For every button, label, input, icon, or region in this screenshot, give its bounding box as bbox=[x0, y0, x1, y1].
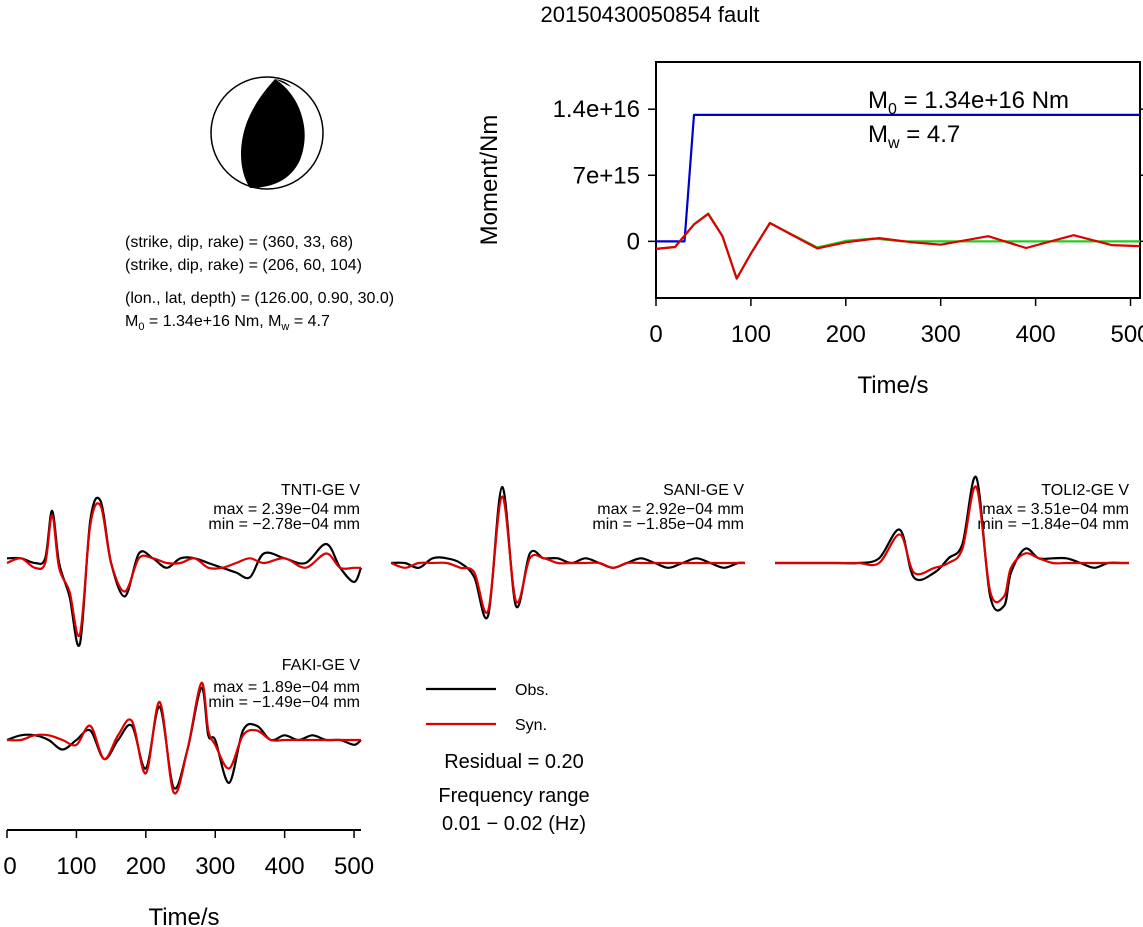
moment-x-tick-label: 100 bbox=[731, 321, 771, 348]
moment-stf-line bbox=[655, 212, 1140, 280]
moment-mw-sub: w bbox=[887, 135, 900, 152]
moment-mw-annotation: Mw = 4.7 bbox=[868, 121, 960, 152]
moment-x-tick-label: 400 bbox=[1016, 321, 1056, 348]
waveform-x-tick-label: 0 bbox=[3, 853, 16, 880]
mechanism-m0-sub: 0 bbox=[138, 321, 144, 333]
waveform-x-tick-label: 200 bbox=[126, 853, 166, 880]
waveform-syn-tnti bbox=[6, 502, 361, 638]
waveform-syn-sani bbox=[390, 495, 745, 614]
moment-mw-prefix: M bbox=[868, 121, 888, 148]
waveform-syn-toli2 bbox=[774, 485, 1129, 604]
waveform-ticks: 0 100 200 300 400 500 bbox=[3, 830, 374, 880]
moment-m0-prefix: M bbox=[868, 87, 888, 114]
station-name-faki: FAKI-GE V bbox=[282, 657, 361, 674]
mechanism-m0-prefix: M bbox=[125, 313, 138, 330]
moment-y-tick-label: 1.4e+16 bbox=[553, 96, 640, 123]
waveform-x-tick-label: 400 bbox=[265, 853, 305, 880]
waveform-x-tick-label: 500 bbox=[334, 853, 374, 880]
station-min-tnti: min = −2.78e−04 mm bbox=[208, 516, 360, 533]
figure-title: 20150430050854 fault bbox=[541, 2, 760, 27]
mechanism-line-2: (strike, dip, rake) = (206, 60, 104) bbox=[125, 257, 362, 274]
station-min-toli2: min = −1.84e−04 mm bbox=[977, 516, 1129, 533]
legend: Obs. Syn. Residual = 0.20 Frequency rang… bbox=[426, 682, 590, 835]
moment-series bbox=[655, 113, 1141, 280]
station-max-sani: max = 2.92e−04 mm bbox=[597, 501, 744, 518]
station-name-sani: SANI-GE V bbox=[663, 482, 744, 499]
legend-obs-label: Obs. bbox=[515, 682, 549, 699]
station-name-tnti: TNTI-GE V bbox=[281, 482, 360, 499]
mechanism-m0-value: = 1.34e+16 Nm, M bbox=[144, 313, 281, 330]
legend-syn-label: Syn. bbox=[515, 717, 547, 734]
station-max-tnti: max = 2.39e−04 mm bbox=[213, 501, 360, 518]
beachball bbox=[210, 76, 324, 190]
waveform-x-tick-label: 300 bbox=[195, 853, 235, 880]
moment-y-tick-label: 7e+15 bbox=[573, 162, 640, 189]
station-min-sani: min = −1.85e−04 mm bbox=[592, 516, 744, 533]
legend-residual: Residual = 0.20 bbox=[444, 751, 584, 773]
waveform-x-label: Time/s bbox=[148, 904, 219, 927]
beachball-compressional-sliver bbox=[275, 79, 291, 87]
moment-panel: 010020030040050007e+151.4e+16 Moment/Nm … bbox=[476, 61, 1143, 399]
moment-panel-frame bbox=[655, 61, 1141, 299]
moment-rate-line bbox=[655, 212, 1141, 280]
legend-frequency-label: Frequency range bbox=[438, 785, 589, 807]
waveform-axis: 0 100 200 300 400 500 Time/s bbox=[3, 829, 374, 927]
moment-ticks: 0 100 200 300 400 500 0 7e+15 1.4e+16 bbox=[553, 96, 1143, 348]
mechanism-info: (strike, dip, rake) = (360, 33, 68) (str… bbox=[125, 234, 394, 333]
station-max-toli2: max = 3.51e−04 mm bbox=[982, 501, 1129, 518]
moment-m0-value: = 1.34e+16 Nm bbox=[897, 87, 1069, 114]
moment-x-tick-label: 0 bbox=[649, 321, 662, 348]
station-min-faki: min = −1.49e−04 mm bbox=[208, 694, 360, 711]
moment-x-tick-label: 500 bbox=[1110, 321, 1143, 348]
mechanism-location: (lon., lat, depth) = (126.00, 0.90, 30.0… bbox=[125, 290, 394, 307]
moment-y-label: Moment/Nm bbox=[476, 115, 503, 246]
beachball-compressional-quadrant bbox=[241, 79, 305, 188]
station-max-faki: max = 1.89e−04 mm bbox=[213, 679, 360, 696]
moment-cumulative-line bbox=[656, 113, 1140, 243]
moment-m0-annotation: M0 = 1.34e+16 Nm bbox=[868, 87, 1069, 118]
waveform-syn-faki bbox=[6, 681, 361, 795]
waveforms bbox=[6, 475, 1129, 795]
waveform-obs-sani bbox=[390, 485, 746, 620]
mechanism-mw-sub: w bbox=[280, 321, 289, 333]
moment-y-tick-label: 0 bbox=[627, 228, 640, 255]
moment-mw-value: = 4.7 bbox=[900, 121, 961, 148]
station-labels: TNTI-GE V max = 2.39e−04 mm min = −2.78e… bbox=[208, 482, 1129, 711]
legend-frequency-value: 0.01 − 0.02 (Hz) bbox=[442, 813, 586, 835]
moment-x-tick-label: 200 bbox=[826, 321, 866, 348]
moment-x-tick-label: 300 bbox=[921, 321, 961, 348]
moment-x-label: Time/s bbox=[857, 372, 928, 399]
station-name-toli2: TOLI2-GE V bbox=[1041, 482, 1129, 499]
mechanism-moment: M0 = 1.34e+16 Nm, Mw = 4.7 bbox=[125, 313, 330, 333]
mechanism-mw-value: = 4.7 bbox=[289, 313, 330, 330]
waveform-x-tick-label: 100 bbox=[56, 853, 96, 880]
mechanism-line-1: (strike, dip, rake) = (360, 33, 68) bbox=[125, 234, 353, 251]
moment-m0-sub: 0 bbox=[888, 101, 897, 118]
